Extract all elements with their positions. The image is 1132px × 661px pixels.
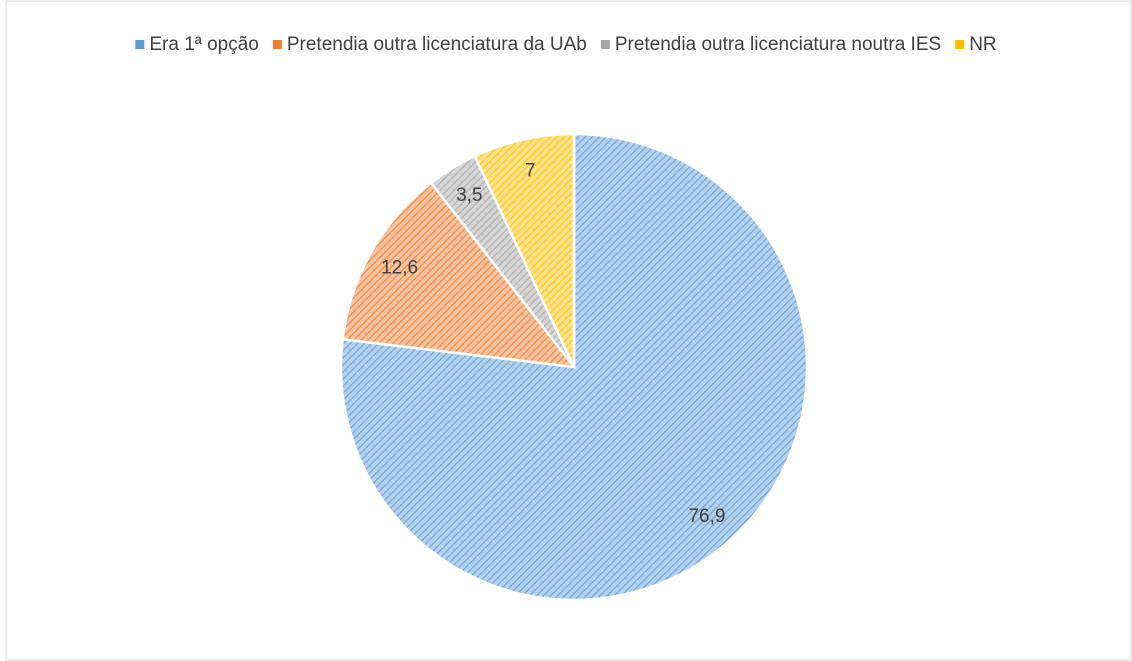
legend: Era 1ª opção Pretendia outra licenciatura… <box>135 34 997 55</box>
data-label: 3,5 <box>456 185 482 206</box>
legend-label: Era 1ª opção <box>149 34 259 55</box>
legend-label: Pretendia outra licenciatura da UAb <box>287 34 587 55</box>
data-label: 7 <box>525 160 536 181</box>
legend-swatch <box>272 40 282 49</box>
data-label: 76,9 <box>688 506 725 527</box>
legend-label: NR <box>969 34 996 55</box>
legend-swatch <box>600 40 610 49</box>
legend-swatch <box>135 40 145 49</box>
pie-slice <box>473 132 576 368</box>
pie-slice <box>341 181 577 369</box>
data-label: 12,6 <box>381 257 418 278</box>
legend-label: Pretendia outra licenciatura noutra IES <box>615 34 941 55</box>
legend-swatch <box>955 40 965 49</box>
